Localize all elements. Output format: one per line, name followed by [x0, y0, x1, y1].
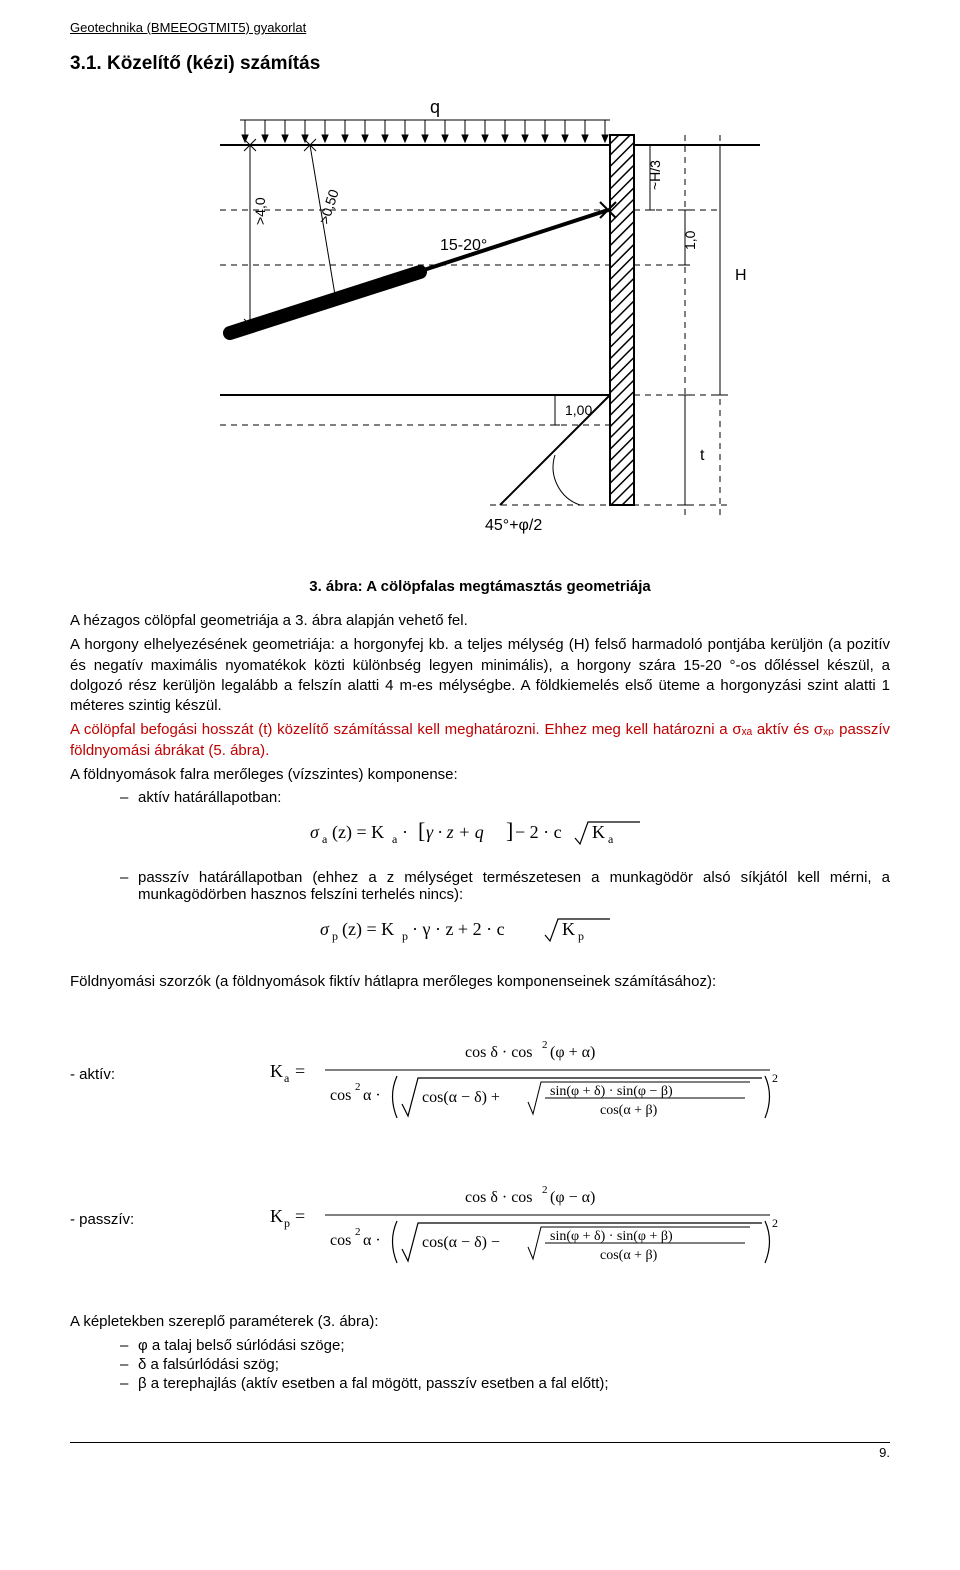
svg-text:2: 2	[355, 1226, 361, 1238]
svg-text:cos δ · cos: cos δ · cos	[465, 1044, 533, 1061]
svg-text:]: ]	[506, 818, 513, 843]
figure-3: q ~H/3	[70, 95, 890, 570]
para-1: A hézagos cölöpfal geometriája a 3. ábra…	[70, 611, 890, 631]
svg-text:a: a	[322, 832, 328, 846]
list-active: –aktív határállapotban:	[70, 789, 890, 806]
para-2: A horgony elhelyezésének geometriája: a …	[70, 635, 890, 716]
svg-text:cos: cos	[330, 1087, 351, 1104]
svg-text:(φ − α): (φ − α)	[550, 1189, 595, 1206]
svg-text:K: K	[562, 919, 575, 939]
svg-text:K: K	[270, 1206, 283, 1226]
running-header: Geotechnika (BMEEOGTMIT5) gyakorlat	[70, 20, 890, 35]
label-h3: ~H/3	[647, 160, 663, 190]
section-title: Közelítő (kézi) számítás	[107, 53, 320, 74]
param-beta: β a terephajlás (aktív esetben a fal mög…	[138, 1375, 890, 1392]
svg-text:p: p	[402, 929, 408, 943]
svg-text:2: 2	[542, 1184, 548, 1196]
formula-row-Ka: - aktív: K a = cos δ · cos 2 (φ + α) cos…	[70, 1022, 890, 1127]
svg-text:=: =	[295, 1206, 305, 1226]
para-4: A földnyomások falra merőleges (vízszint…	[70, 765, 890, 785]
svg-text:a: a	[392, 832, 398, 846]
load-arrows-icon	[240, 120, 610, 142]
formula-Kp: K p = cos δ · cos 2 (φ − α) cos 2 α · co…	[270, 1167, 790, 1267]
svg-text:(φ + α): (φ + α)	[550, 1044, 595, 1061]
section-heading: 3.1. Közelítő (kézi) számítás	[70, 53, 890, 75]
svg-text:[: [	[418, 818, 425, 843]
svg-text:K: K	[592, 822, 605, 842]
svg-text:cos(α − δ) +: cos(α − δ) +	[422, 1089, 500, 1106]
dim-t	[680, 395, 690, 505]
label-angle-top: 15-20°	[440, 237, 487, 254]
para-3-red: A cölöpfal befogási hosszát (t) közelítő…	[70, 720, 890, 761]
param-delta: δ a falsúrlódási szög;	[138, 1356, 890, 1373]
svg-text:·: ·	[402, 822, 408, 842]
figure-caption: 3. ábra: A cölöpfalas megtámasztás geome…	[70, 578, 890, 595]
svg-text:2: 2	[355, 1081, 361, 1093]
svg-text:2: 2	[542, 1039, 548, 1051]
svg-text:p: p	[284, 1216, 290, 1230]
label-1-0: 1,0	[682, 230, 698, 250]
label-angle-bottom: 45°+φ/2	[485, 517, 542, 534]
label-H: H	[735, 267, 747, 284]
dim-H	[715, 145, 725, 395]
svg-text:=: =	[295, 1061, 305, 1081]
anchor-bond	[230, 272, 420, 333]
svg-text:cos(α − δ) −: cos(α − δ) −	[422, 1234, 500, 1251]
dim-1-00	[550, 395, 560, 425]
svg-text:α ·: α ·	[363, 1232, 381, 1249]
label-q: q	[430, 97, 440, 117]
svg-text:sin(φ + δ) · sin(φ + β): sin(φ + δ) · sin(φ + β)	[550, 1229, 673, 1244]
svg-text:γ · z + q: γ · z + q	[426, 822, 484, 842]
list-passive: –passzív határállapotban (ehhez a z mély…	[70, 869, 890, 903]
param-list: –φ a talaj belső súrlódási szöge; –δ a f…	[70, 1337, 890, 1392]
svg-text:p: p	[332, 929, 338, 943]
label-gt4: >4,0	[252, 197, 268, 225]
svg-text:cos(α + β): cos(α + β)	[600, 1103, 658, 1118]
svg-text:cos δ · cos: cos δ · cos	[465, 1189, 533, 1206]
formula-Ka: K a = cos δ · cos 2 (φ + α) cos 2 α · co…	[270, 1022, 790, 1122]
section-number: 3.1.	[70, 53, 102, 74]
svg-text:σ: σ	[320, 919, 330, 939]
label-gt05: >0,50	[316, 187, 342, 226]
svg-text:α ·: α ·	[363, 1087, 381, 1104]
svg-text:− 2 · c: − 2 · c	[515, 822, 562, 842]
formula-row-Kp: - passzív: K p = cos δ · cos 2 (φ − α) c…	[70, 1167, 890, 1272]
svg-text:(z) = K: (z) = K	[332, 822, 384, 843]
page-footer: 9.	[70, 1442, 890, 1463]
label-t: t	[700, 447, 705, 464]
li-passive: passzív határállapotban (ehhez a z mélys…	[138, 869, 890, 903]
li-active: aktív határállapotban:	[138, 789, 890, 806]
svg-text:K: K	[270, 1061, 283, 1081]
page-number: 9.	[879, 1445, 890, 1460]
pile-wall	[610, 135, 634, 505]
svg-text:(z) = K: (z) = K	[342, 919, 394, 940]
formula-sigma-a: σ a (z) = K a · [ γ · z + q ] − 2 · c K …	[70, 816, 890, 855]
svg-text:cos(α + β): cos(α + β)	[600, 1248, 658, 1263]
svg-text:p: p	[578, 929, 584, 943]
angle-arc	[553, 455, 580, 505]
para-6: A képletekben szereplő paraméterek (3. á…	[70, 1312, 890, 1332]
para-5: Földnyomási szorzók (a földnyomások fikt…	[70, 972, 890, 992]
label-passive: - passzív:	[70, 1211, 170, 1228]
svg-text:sin(φ + δ) · sin(φ − β): sin(φ + δ) · sin(φ − β)	[550, 1084, 673, 1099]
svg-text:cos: cos	[330, 1232, 351, 1249]
svg-text:2: 2	[772, 1071, 778, 1085]
svg-text:σ: σ	[310, 822, 320, 842]
svg-text:· γ · z + 2 · c: · γ · z + 2 · c	[412, 919, 505, 939]
svg-text:a: a	[284, 1071, 290, 1085]
dim-gt4	[244, 139, 256, 331]
formula-sigma-p: σ p (z) = K p · γ · z + 2 · c K p	[70, 913, 890, 952]
svg-text:2: 2	[772, 1216, 778, 1230]
svg-text:a: a	[608, 832, 614, 846]
param-phi: φ a talaj belső súrlódási szöge;	[138, 1337, 890, 1354]
label-active: - aktív:	[70, 1066, 170, 1083]
